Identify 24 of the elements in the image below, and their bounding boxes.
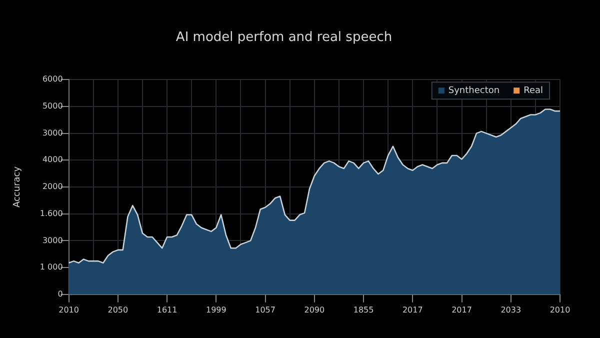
x-tick-label: 1999 [206, 305, 226, 314]
text: 0 [58, 289, 63, 298]
x-tick-label: 1057 [255, 305, 276, 314]
legend-label: Synthecton [448, 86, 500, 96]
text: 1 000 [40, 262, 63, 272]
x-tick-label: 1855 [353, 305, 374, 314]
x-tick-label: 2017 [452, 305, 472, 314]
x-tick-label: 2010 [58, 305, 79, 314]
text: 2000 [42, 182, 63, 192]
text: 4000 [42, 155, 63, 164]
x-tick-label: 2033 [500, 305, 522, 314]
text: 6000 [42, 74, 63, 84]
x-tick-label: 2010 [550, 305, 570, 314]
x-tick-label: 2050 [108, 305, 128, 314]
text: 1.600 [40, 208, 63, 218]
x-tick-label: 1611 [156, 305, 178, 314]
text: 3000 [42, 128, 63, 138]
text: 5000 [42, 102, 63, 111]
chart-title: AI model perfom and real speech [176, 30, 392, 46]
legend-label: Real [524, 86, 544, 96]
y-axis-title: Accuracy [12, 166, 23, 208]
x-tick-label: 2090 [304, 305, 325, 314]
x-tick-label: 2017 [402, 305, 423, 314]
text: 3000 [42, 236, 63, 245]
